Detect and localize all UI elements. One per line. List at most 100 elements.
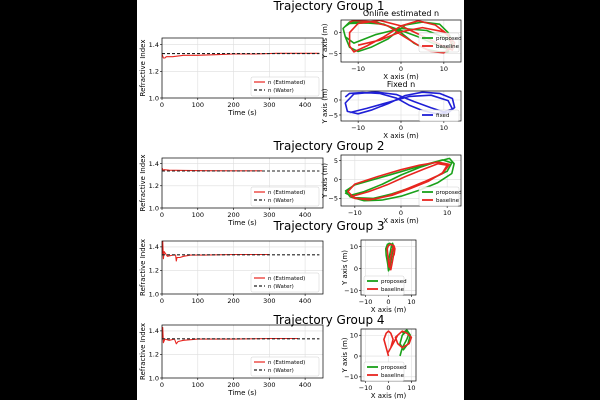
ri4-axes-frame — [161, 324, 324, 379]
ri4-ytick-label-2: 1.4 — [149, 327, 159, 335]
tr2-xtick-label-0: −10 — [348, 209, 362, 217]
ri1-legend-label-0: n (Estimated) — [268, 80, 305, 86]
tr2-ytick-label-2: 5 — [334, 157, 338, 165]
ri2-xtick-label-0: 0 — [160, 211, 164, 219]
tr1-ylabel: Y axis (m) — [321, 23, 329, 59]
figure-svg: Trajectory Group 1 Trajectory Group 2 Tr… — [139, 0, 462, 400]
ri2-xtick-label-1: 100 — [192, 211, 204, 219]
group-title-4: Trajectory Group 4 — [272, 313, 384, 327]
ri2-legend-label-1: n (Water) — [268, 198, 294, 204]
tr1-ytick-label-1: 0 — [334, 29, 338, 37]
tr3-xtick-label-2: 10 — [407, 298, 415, 306]
ri1-xtick-label-2: 200 — [227, 101, 239, 109]
tr3-legend-label-1: baseline — [381, 287, 405, 293]
tr1-xtick-label-0: −10 — [351, 65, 365, 73]
tr4-ylabel: Y axis (m) — [341, 337, 349, 373]
tr3-xtick-label-1: 0 — [386, 298, 390, 306]
tr1-title: Online estimated n — [363, 9, 439, 18]
tr1b-legend-label-0: fixed — [436, 113, 449, 119]
tr3-ytick-label-1: 0 — [354, 265, 358, 273]
tr1-legend-label-0: proposed — [436, 36, 462, 42]
group-title-2: Trajectory Group 2 — [272, 139, 384, 153]
tr1b-xtick-label-0: −10 — [351, 124, 365, 132]
ri3-xtick-label-0: 0 — [160, 297, 164, 305]
ri3-ytick-label-2: 1.4 — [149, 243, 159, 251]
ri1-series-n-estimated--line — [162, 52, 320, 59]
ri1-ytick-label-2: 1.4 — [149, 41, 159, 49]
ri1-ytick-label-0: 1.0 — [149, 94, 159, 102]
ri3-ylabel: Refractive Index — [139, 239, 147, 296]
tr1-xtick-label-2: 10 — [440, 65, 448, 73]
tr4-xtick-label-2: 10 — [407, 384, 415, 392]
tr1b-ylabel: Y axis (m) — [321, 88, 329, 124]
tr1b-xtick-label-2: 10 — [440, 124, 448, 132]
ri4-xtick-label-4: 400 — [299, 381, 311, 389]
tr3-ylabel: Y axis (m) — [341, 250, 349, 286]
ri3-ytick-label-0: 1.0 — [149, 290, 159, 298]
tr4-ytick-label-2: 10 — [350, 332, 358, 340]
tr3-xlabel: X axis (m) — [371, 306, 407, 314]
tr1b-series-fixed-line — [344, 91, 456, 115]
ri2-series-n-estimated--line — [162, 167, 263, 172]
ri3-xtick-label-4: 400 — [299, 297, 311, 305]
tr1-xtick-label-1: 0 — [399, 65, 403, 73]
tr4-xlabel: X axis (m) — [371, 392, 407, 400]
ri1-xtick-label-3: 300 — [263, 101, 275, 109]
ri1-legend-label-1: n (Water) — [268, 88, 294, 94]
ri3-legend-label-1: n (Water) — [268, 284, 294, 290]
ri3-xtick-label-3: 300 — [263, 297, 275, 305]
ri3-legend-box — [250, 272, 320, 293]
tr2-xlabel: X axis (m) — [383, 217, 419, 225]
ri2-ytick-label-1: 1.2 — [149, 182, 159, 190]
ri4-ytick-label-1: 1.2 — [149, 351, 159, 359]
ri2-legend-label-0: n (Estimated) — [268, 190, 305, 196]
tr3-ytick-label-0: −10 — [344, 287, 358, 295]
tr4-legend-label-1: baseline — [381, 373, 405, 379]
ri2-ylabel: Refractive Index — [139, 155, 147, 212]
tr1b-ytick-label-0: −5 — [328, 111, 338, 119]
tr1b-title: Fixed n — [387, 80, 415, 89]
tr3-series-baseline-line — [386, 243, 396, 271]
ri3-legend-label-0: n (Estimated) — [268, 276, 305, 282]
tr3-series-proposed-line — [385, 242, 395, 272]
tr1b-xtick-label-1: 0 — [399, 124, 403, 132]
ri2-ytick-label-0: 1.0 — [149, 204, 159, 212]
ri2-xtick-label-4: 400 — [299, 211, 311, 219]
ri4-legend-label-1: n (Water) — [268, 368, 294, 374]
tr2-ytick-label-1: 0 — [334, 176, 338, 184]
tr4-xtick-label-1: 0 — [386, 384, 390, 392]
tr2-xtick-label-2: 10 — [443, 209, 451, 217]
ri4-xtick-label-1: 100 — [192, 381, 204, 389]
ri1-xtick-label-4: 400 — [299, 101, 311, 109]
tr3-legend-label-0: proposed — [381, 279, 407, 285]
ri3-ytick-label-1: 1.2 — [149, 267, 159, 275]
ri3-axes-frame — [161, 240, 324, 295]
ri1-legend-box — [250, 76, 320, 97]
tr2-legend-label-0: proposed — [436, 190, 462, 196]
tr1b-ytick-label-1: 0 — [334, 96, 338, 104]
ri2-axes-frame — [161, 157, 324, 209]
ri1-ytick-label-1: 1.2 — [149, 68, 159, 76]
ri3-xtick-label-1: 100 — [192, 297, 204, 305]
ri4-xtick-label-0: 0 — [160, 381, 164, 389]
tr4-ytick-label-1: 0 — [354, 352, 358, 360]
tr4-legend-label-0: proposed — [381, 365, 407, 371]
ri4-ylabel: Refractive Index — [139, 323, 147, 380]
tr3-ytick-label-2: 10 — [350, 243, 358, 251]
tr2-series-baseline-line — [347, 161, 451, 201]
tr4-series-proposed-line — [399, 329, 412, 357]
tr4-series-baseline-line — [383, 330, 413, 357]
ri3-series-n-estimated--line — [162, 241, 270, 262]
ri4-ytick-label-0: 1.0 — [149, 374, 159, 382]
ri2-ytick-label-2: 1.4 — [149, 160, 159, 168]
ri4-legend-box — [250, 356, 320, 377]
tr2-ylabel: Y axis (m) — [321, 163, 329, 199]
tr4-ytick-label-0: −10 — [344, 373, 358, 381]
tr4-xtick-label-0: −10 — [359, 384, 373, 392]
tr1-ytick-label-0: −5 — [328, 50, 338, 58]
ri2-legend-box — [250, 186, 320, 207]
group-title-3: Trajectory Group 3 — [272, 219, 384, 233]
ri1-xtick-label-0: 0 — [160, 101, 164, 109]
ri4-legend-label-0: n (Estimated) — [268, 360, 305, 366]
ri4-xtick-label-2: 200 — [227, 381, 239, 389]
